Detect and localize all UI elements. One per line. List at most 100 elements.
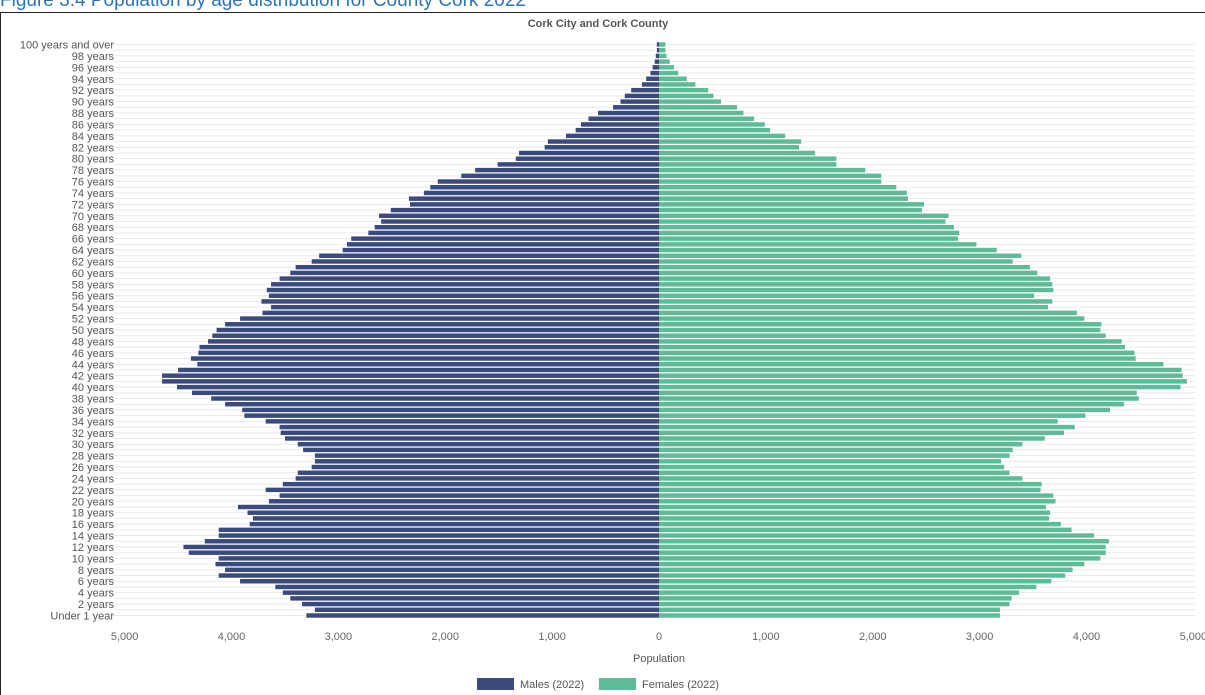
bar-male xyxy=(314,459,659,464)
legend-label: Females (2022) xyxy=(642,679,719,691)
bar-female xyxy=(659,47,666,53)
bar-male xyxy=(475,167,659,173)
y-tick-label: 78 years xyxy=(72,165,115,177)
bar-female xyxy=(659,185,897,190)
bar-male xyxy=(252,516,659,521)
bar-female xyxy=(659,196,909,201)
bar-male xyxy=(641,82,659,87)
bar-male xyxy=(208,339,659,344)
bar-male xyxy=(351,236,659,241)
bar-male xyxy=(580,122,659,127)
bar-male xyxy=(390,207,659,213)
y-tick-label: 72 years xyxy=(72,199,115,211)
bar-female xyxy=(659,327,1101,333)
bar-male xyxy=(655,53,659,59)
bar-female xyxy=(659,464,1005,470)
bar-female xyxy=(659,316,1085,321)
bar-male xyxy=(266,287,659,293)
bar-female xyxy=(659,270,1038,276)
bar-male xyxy=(295,264,659,270)
bar-female xyxy=(659,521,1061,527)
bar-male xyxy=(342,247,659,253)
y-tick-label: 50 years xyxy=(72,325,115,337)
bar-female xyxy=(659,607,1000,613)
bar-female xyxy=(659,367,1182,373)
bar-female xyxy=(659,287,1054,293)
bar-male xyxy=(408,196,659,201)
bar-male xyxy=(249,521,659,527)
bar-male xyxy=(381,219,659,224)
y-tick-label: 42 years xyxy=(72,371,115,383)
bar-male xyxy=(437,179,659,184)
bar-female xyxy=(659,139,802,144)
bar-female xyxy=(659,65,674,70)
bar-female xyxy=(659,190,907,196)
bar-male xyxy=(198,350,659,356)
bar-female xyxy=(659,76,687,81)
x-tick-label: 4,000 xyxy=(218,631,246,643)
bar-male xyxy=(225,567,660,573)
bar-male xyxy=(588,116,659,121)
y-tick-label: 28 years xyxy=(72,451,115,463)
x-tick-label: 1,000 xyxy=(538,631,566,643)
bar-male xyxy=(624,93,659,99)
bar-female xyxy=(659,533,1094,538)
y-tick-label: 76 years xyxy=(72,177,115,189)
bar-female xyxy=(659,110,744,116)
y-tick-label: 58 years xyxy=(72,279,115,291)
bar-male xyxy=(225,322,660,327)
bar-male xyxy=(218,573,659,578)
bar-female xyxy=(659,561,1085,567)
bar-female xyxy=(659,362,1164,367)
x-tick-label: 2,000 xyxy=(859,631,887,643)
y-tick-label: 14 years xyxy=(72,531,115,543)
bar-female xyxy=(659,264,1030,270)
bar-female xyxy=(659,510,1051,515)
y-tick-label: 4 years xyxy=(78,588,115,600)
bar-male xyxy=(183,544,659,550)
bar-female xyxy=(659,236,959,241)
bar-male xyxy=(646,76,659,81)
y-tick-label: 8 years xyxy=(78,565,115,577)
bar-female xyxy=(659,447,1013,453)
bar-female xyxy=(659,156,837,161)
y-tick-label: 64 years xyxy=(72,245,115,257)
bar-female xyxy=(659,87,709,93)
bar-male xyxy=(656,42,659,47)
bar-female xyxy=(659,407,1110,413)
y-tick-label: 20 years xyxy=(72,496,115,508)
bar-female xyxy=(659,441,1023,447)
y-tick-label: 60 years xyxy=(72,268,115,280)
x-tick-label: 5,000 xyxy=(1180,631,1205,643)
bar-male xyxy=(656,47,659,53)
bar-male xyxy=(409,202,659,207)
bar-female xyxy=(659,299,1053,304)
y-tick-label: 2 years xyxy=(78,599,115,611)
legend-swatch xyxy=(599,678,636,690)
bar-female xyxy=(659,556,1101,561)
y-tick-label: 70 years xyxy=(72,211,115,223)
bar-male xyxy=(302,601,659,607)
bar-female xyxy=(659,539,1109,544)
bar-male xyxy=(297,470,659,475)
y-tick-label: 90 years xyxy=(72,97,115,109)
bar-female xyxy=(659,116,755,121)
bar-female xyxy=(659,544,1106,550)
bar-male xyxy=(368,230,659,236)
bar-male xyxy=(190,356,659,361)
bar-male xyxy=(244,413,659,418)
y-tick-label: 38 years xyxy=(72,394,115,406)
y-tick-label: 82 years xyxy=(72,142,115,154)
bar-female xyxy=(659,476,1023,481)
bar-female xyxy=(659,150,816,156)
bar-male xyxy=(279,424,659,430)
bar-male xyxy=(284,436,659,441)
bar-female xyxy=(659,356,1136,361)
bar-male xyxy=(218,533,659,538)
bar-female xyxy=(659,350,1135,356)
bar-female xyxy=(659,402,1124,407)
bar-female xyxy=(659,481,1042,487)
bar-female xyxy=(659,424,1075,430)
bar-female xyxy=(659,127,771,133)
